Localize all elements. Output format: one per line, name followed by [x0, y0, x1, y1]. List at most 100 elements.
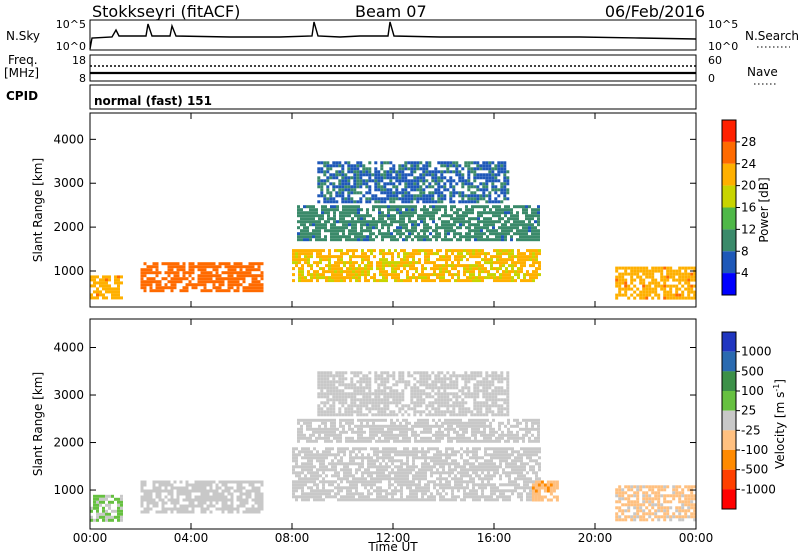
velocity-cell [307, 459, 310, 463]
velocity-cell [245, 501, 249, 505]
velocity-cell [445, 477, 448, 481]
power-cell [615, 296, 619, 300]
velocity-cell [309, 436, 312, 440]
velocity-cell [400, 477, 403, 481]
velocity-cell [341, 383, 345, 387]
power-cell [351, 238, 354, 242]
power-cell [453, 235, 456, 239]
power-cell [297, 211, 300, 215]
velocity-cell [292, 459, 295, 463]
power-cell [379, 264, 382, 268]
velocity-cell [433, 486, 436, 490]
power-cell [348, 220, 351, 224]
power-cell [624, 272, 628, 276]
power-cell [491, 182, 495, 186]
power-cell [480, 238, 483, 242]
power-cell [454, 258, 457, 262]
power-cell [687, 290, 691, 294]
velocity-cell [423, 421, 426, 425]
power-cell [503, 188, 507, 192]
power-cell [404, 182, 408, 186]
power-cell [484, 252, 487, 256]
power-cell [537, 238, 540, 242]
velocity-cell [486, 418, 489, 422]
power-cell [385, 261, 388, 265]
power-cell [372, 232, 375, 236]
velocity-cell [303, 421, 306, 425]
power-cell [407, 161, 411, 165]
velocity-cell [203, 495, 207, 499]
power-cell [491, 176, 495, 180]
velocity-cell [422, 401, 426, 405]
velocity-cell [297, 427, 300, 431]
power-cell [499, 279, 502, 283]
power-cell [678, 272, 682, 276]
power-cell [500, 191, 504, 195]
power-cell [425, 161, 429, 165]
velocity-cell [117, 515, 120, 519]
power-cell [320, 191, 324, 195]
power-cell [532, 255, 535, 259]
power-cell [317, 179, 321, 183]
velocity-cell [403, 450, 406, 454]
power-cell [488, 179, 492, 183]
power-cell [532, 270, 535, 274]
power-cell [449, 179, 453, 183]
nave-tick-top: 60 [708, 54, 722, 67]
power-cell [428, 173, 432, 177]
power-cell [200, 271, 204, 275]
velocity-cell [424, 450, 427, 454]
power-cell [143, 289, 147, 293]
velocity-cell [475, 483, 478, 487]
power-cell [654, 287, 658, 291]
power-cell [416, 164, 420, 168]
velocity-cell [490, 495, 493, 499]
power-cell [497, 194, 501, 198]
power-cell [307, 252, 310, 256]
velocity-cell [483, 421, 486, 425]
velocity-cell [508, 477, 511, 481]
velocity-cell [320, 401, 324, 405]
velocity-cell [397, 477, 400, 481]
velocity-cell [352, 447, 355, 451]
power-cell [534, 235, 537, 239]
velocity-cell [529, 495, 532, 499]
velocity-cell [468, 436, 471, 440]
power-cell [440, 197, 444, 201]
velocity-cell [312, 439, 315, 443]
velocity-cell [93, 503, 96, 507]
velocity-cell [316, 474, 319, 478]
velocity-cell [375, 430, 378, 434]
power-cell [448, 258, 451, 262]
velocity-cell [96, 497, 99, 501]
power-cell [465, 208, 468, 212]
velocity-cell [297, 436, 300, 440]
power-cell [251, 280, 255, 284]
power-cell [439, 270, 442, 274]
power-cell [366, 220, 369, 224]
velocity-cell [502, 447, 505, 451]
velocity-cell [315, 436, 318, 440]
velocity-cell [218, 498, 222, 502]
power-cell [257, 268, 261, 272]
velocity-cell [334, 456, 337, 460]
power-cell [363, 229, 366, 233]
power-cell [355, 270, 358, 274]
velocity-cell [396, 418, 399, 422]
velocity-cell [516, 418, 519, 422]
power-cell [394, 273, 397, 277]
power-cell [500, 200, 504, 204]
velocity-cell [478, 447, 481, 451]
velocity-cell [140, 510, 144, 514]
velocity-cell [218, 492, 222, 496]
power-cell [412, 255, 415, 259]
velocity-cell [342, 427, 345, 431]
velocity-cell [245, 489, 249, 493]
velocity-cell [346, 468, 349, 472]
power-cell [404, 197, 408, 201]
power-cell [497, 161, 501, 165]
power-cell [424, 273, 427, 277]
power-cell [224, 277, 228, 281]
power-cell [332, 197, 336, 201]
